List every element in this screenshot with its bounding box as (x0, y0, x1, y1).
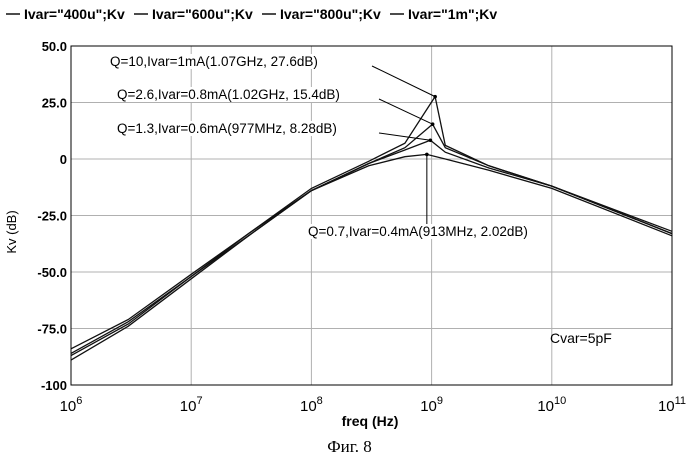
x-tick-label: 109 (420, 395, 443, 415)
legend-entry: Ivar="600u";Kv (152, 6, 253, 22)
y-tick-labels: 50.0 25.0 0 -25.0 -50.0 -75.0 -100 (37, 39, 67, 393)
x-tick-label: 106 (60, 395, 83, 415)
peak-marker (429, 138, 433, 142)
figure-caption: Фиг. 8 (0, 437, 699, 457)
y-tick-label: -50.0 (37, 265, 67, 280)
annotations: Q=10,Ivar=1mA(1.07GHz, 27.6dB) Q=2.6,Ivar… (109, 54, 529, 239)
annotation-label: Q=2.6,Ivar=0.8mA(1.02GHz, 15.4dB) (117, 87, 340, 102)
y-tick-label: -100 (41, 378, 67, 393)
x-tick-label: 107 (180, 395, 203, 415)
peak-marker (433, 95, 437, 99)
legend: Ivar="400u";Kv Ivar="600u";Kv Ivar="800u";… (6, 6, 497, 22)
y-tick-label: -75.0 (37, 322, 67, 337)
x-axis-label: freq (Hz) (342, 413, 399, 429)
kv-chart: Ivar="400u";Kv Ivar="600u";Kv Ivar="800u";… (0, 0, 699, 437)
legend-entry: Ivar="400u";Kv (24, 6, 125, 22)
peak-marker (425, 153, 429, 157)
annotation-label: Q=10,Ivar=1mA(1.07GHz, 27.6dB) (110, 54, 318, 69)
y-tick-label: 0 (60, 152, 67, 167)
legend-entry: Ivar="1m";Kv (408, 6, 497, 22)
y-tick-label: -25.0 (37, 209, 67, 224)
x-tick-labels: 106 107 108 109 1010 1011 (60, 395, 686, 415)
x-tick-label: 1010 (537, 395, 566, 415)
annotation-label: Q=1.3,Ivar=0.6mA(977MHz, 8.28dB) (117, 121, 337, 136)
series-line (71, 140, 672, 355)
y-axis-label: Kv (dB) (4, 210, 19, 253)
annotation-leader (372, 66, 435, 97)
annotation-leaders (372, 66, 437, 226)
x-tick-label: 108 (300, 395, 323, 415)
cvar-note: Cvar=5pF (550, 330, 612, 346)
y-tick-label: 50.0 (42, 39, 67, 54)
annotation-leader (379, 133, 430, 140)
peak-marker (431, 122, 435, 126)
y-tick-label: 25.0 (42, 96, 67, 111)
x-tick-label: 1011 (658, 395, 686, 415)
legend-entry: Ivar="800u";Kv (280, 6, 381, 22)
annotation-label: Q=0.7,Ivar=0.4mA(913MHz, 2.02dB) (308, 224, 528, 239)
